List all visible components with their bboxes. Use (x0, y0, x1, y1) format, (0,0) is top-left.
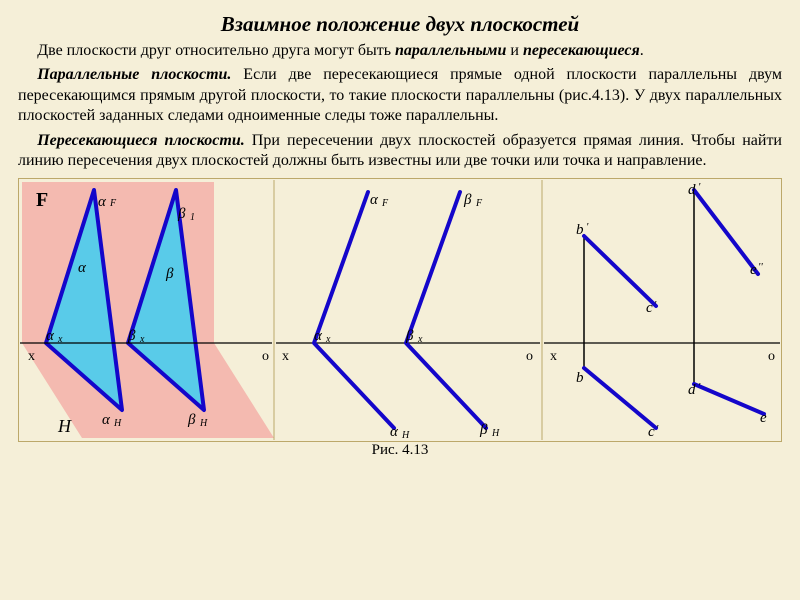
svg-text:x: x (57, 334, 63, 345)
intersecting-heading: Пересекающиеся плоскости. (37, 132, 245, 149)
svg-text:'': '' (758, 261, 763, 273)
svg-text:α: α (390, 424, 399, 440)
svg-text:e: e (760, 410, 767, 426)
intro-paragraph: Две плоскости друг относительно друга мо… (18, 41, 782, 61)
svg-text:c: c (648, 424, 655, 440)
svg-text:o: o (262, 349, 269, 364)
svg-text:b: b (576, 222, 584, 238)
svg-text:α: α (370, 192, 379, 208)
svg-text:o: o (768, 349, 775, 364)
svg-text:β: β (405, 328, 414, 344)
text: . (640, 42, 644, 59)
svg-text:x: x (417, 334, 423, 345)
svg-text:1: 1 (190, 212, 195, 223)
text: Две плоскости друг относительно друга мо… (37, 42, 395, 59)
text: и (506, 42, 523, 59)
svg-text:d: d (688, 382, 696, 398)
svg-text:c: c (646, 300, 653, 316)
figure-svg: xoFHαFβ1αβαxβxαHβHxoαFβFαxβxαHβHxob'd'c'… (18, 178, 782, 442)
svg-text:H: H (199, 418, 208, 429)
svg-text:F: F (475, 198, 483, 209)
svg-text:β: β (177, 206, 186, 222)
svg-text:x: x (28, 349, 35, 364)
svg-text:α: α (314, 328, 323, 344)
svg-text:o: o (526, 349, 533, 364)
svg-text:β: β (127, 328, 136, 344)
intersecting-paragraph: Пересекающиеся плоскости. При пересечени… (18, 131, 782, 172)
page-title: Взаимное положение двух плоскостей (18, 12, 782, 37)
parallel-paragraph: Параллельные плоскости. Если две пересек… (18, 65, 782, 126)
kw-intersecting: пересекающиеся (523, 42, 640, 59)
svg-text:H: H (113, 418, 122, 429)
svg-text:F: F (381, 198, 389, 209)
svg-text:α: α (46, 328, 55, 344)
svg-text:x: x (550, 349, 557, 364)
svg-text:H: H (401, 430, 410, 441)
svg-text:e: e (750, 262, 757, 278)
svg-text:β: β (165, 266, 174, 282)
svg-text:H: H (491, 428, 500, 439)
svg-text:d: d (688, 182, 696, 198)
svg-text:b: b (576, 370, 584, 386)
svg-text:α: α (102, 412, 111, 428)
svg-text:H: H (57, 416, 72, 436)
svg-text:β: β (463, 192, 472, 208)
figure-4-13: xoFHαFβ1αβαxβxαHβHxoαFβFαxβxαHβHxob'd'c'… (18, 178, 782, 468)
parallel-heading: Параллельные плоскости. (37, 66, 231, 83)
svg-text:x: x (325, 334, 331, 345)
svg-text:α: α (98, 194, 107, 210)
svg-text:x: x (139, 334, 145, 345)
svg-text:F: F (109, 198, 117, 209)
svg-text:β: β (479, 422, 488, 438)
svg-text:α: α (78, 260, 87, 276)
figure-caption: Рис. 4.13 (18, 442, 782, 459)
kw-parallel: параллельными (395, 42, 506, 59)
svg-text:β: β (187, 412, 196, 428)
svg-text:F: F (36, 189, 48, 211)
svg-text:x: x (282, 349, 289, 364)
